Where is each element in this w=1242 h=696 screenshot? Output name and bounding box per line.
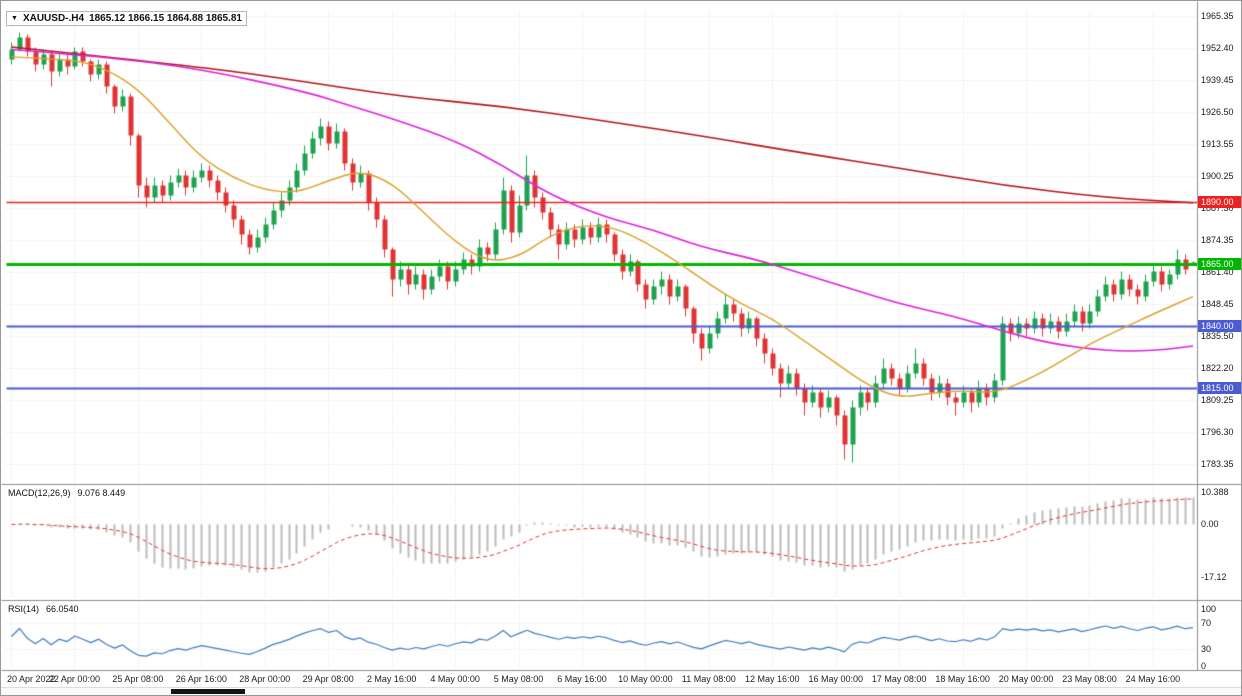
macd-axis-label: 0.00 <box>1201 519 1219 529</box>
price-axis-label: 1900.25 <box>1201 171 1234 181</box>
chart-header: ▼ XAUUSD-.H4 1865.12 1866.15 1864.88 186… <box>6 11 247 26</box>
time-axis-label: 25 Apr 08:00 <box>112 674 164 684</box>
rsi-axis-label: 30 <box>1201 644 1212 655</box>
macd-indicator-values: 9.076 8.449 <box>77 488 126 498</box>
rsi-axis-label: 70 <box>1201 617 1212 628</box>
time-axis-label: 26 Apr 16:00 <box>175 674 227 684</box>
rsi-axis-label: 100 <box>1201 604 1217 614</box>
time-axis-label: 6 May 16:00 <box>557 674 607 684</box>
price-axis-label: 1848.45 <box>1201 299 1234 309</box>
time-axis-label: 23 May 08:00 <box>1062 674 1117 684</box>
price-axis-label: 1861.40 <box>1201 267 1234 277</box>
time-axis-label: 11 May 08:00 <box>681 674 736 684</box>
macd-indicator-readout: MACD(12,26,9) 9.076 8.449 <box>8 488 125 498</box>
macd-axis-label: -17.12 <box>1201 571 1227 582</box>
time-axis-label: 28 Apr 00:00 <box>239 674 291 684</box>
price-axis-label: 1965.35 <box>1201 11 1234 21</box>
time-axis-label: 16 May 00:00 <box>808 674 863 684</box>
price-level-tag: 1890.00 <box>1198 196 1241 209</box>
horizontal-scrollbar[interactable] <box>1 687 1241 695</box>
price-axis-label: 1783.35 <box>1201 459 1234 469</box>
price-axis-label: 1809.25 <box>1201 395 1234 405</box>
time-axis-label: 17 May 08:00 <box>871 674 927 684</box>
time-axis-label: 4 May 00:00 <box>430 674 480 684</box>
price-axis-label: 1835.50 <box>1201 331 1234 341</box>
rsi-indicator-value: 66.0540 <box>46 604 79 614</box>
price-level-tag: 1815.00 <box>1198 381 1241 394</box>
price-axis-label: 1796.30 <box>1201 427 1234 437</box>
price-axis-label: 1913.55 <box>1201 139 1234 149</box>
price-axis-label: 1874.35 <box>1201 235 1234 245</box>
time-axis-label: 2 May 16:00 <box>366 674 417 684</box>
chart-ohlc-readout: 1865.12 1866.15 1864.88 1865.81 <box>89 13 242 24</box>
time-axis-label: 10 May 00:00 <box>618 674 673 684</box>
time-axis-label: 22 Apr 00:00 <box>48 674 100 684</box>
time-axis-label: 5 May 08:00 <box>493 674 544 684</box>
price-axis-label: 1952.40 <box>1201 43 1234 53</box>
rsi-indicator-name: RSI(14) <box>8 604 40 614</box>
price-axis-label: 1939.45 <box>1201 75 1234 85</box>
time-axis-label: 20 May 00:00 <box>998 674 1054 684</box>
chevron-down-icon[interactable]: ▼ <box>11 15 18 22</box>
time-axis-label: 20 Apr 2022 <box>7 674 56 684</box>
rsi-indicator-readout: RSI(14) 66.0540 <box>8 604 79 614</box>
macd-axis-label: 10.388 <box>1201 486 1229 497</box>
rsi-axis-label: 0 <box>1201 661 1207 671</box>
time-axis-label: 24 May 16:00 <box>1125 674 1181 684</box>
price-level-tag: 1865.00 <box>1198 257 1241 270</box>
time-axis-label: 29 Apr 08:00 <box>302 674 354 684</box>
price-level-tag: 1840.00 <box>1198 319 1241 332</box>
time-axis-label: 18 May 16:00 <box>935 674 990 684</box>
price-axis-label: 1822.20 <box>1201 363 1234 373</box>
chart-symbol-timeframe: XAUUSD-.H4 <box>22 13 85 24</box>
price-axis-label: 1926.50 <box>1201 107 1234 117</box>
scrollbar-thumb[interactable] <box>171 689 245 694</box>
macd-indicator-name: MACD(12,26,9) <box>8 488 71 498</box>
time-axis-label: 12 May 16:00 <box>744 674 800 684</box>
